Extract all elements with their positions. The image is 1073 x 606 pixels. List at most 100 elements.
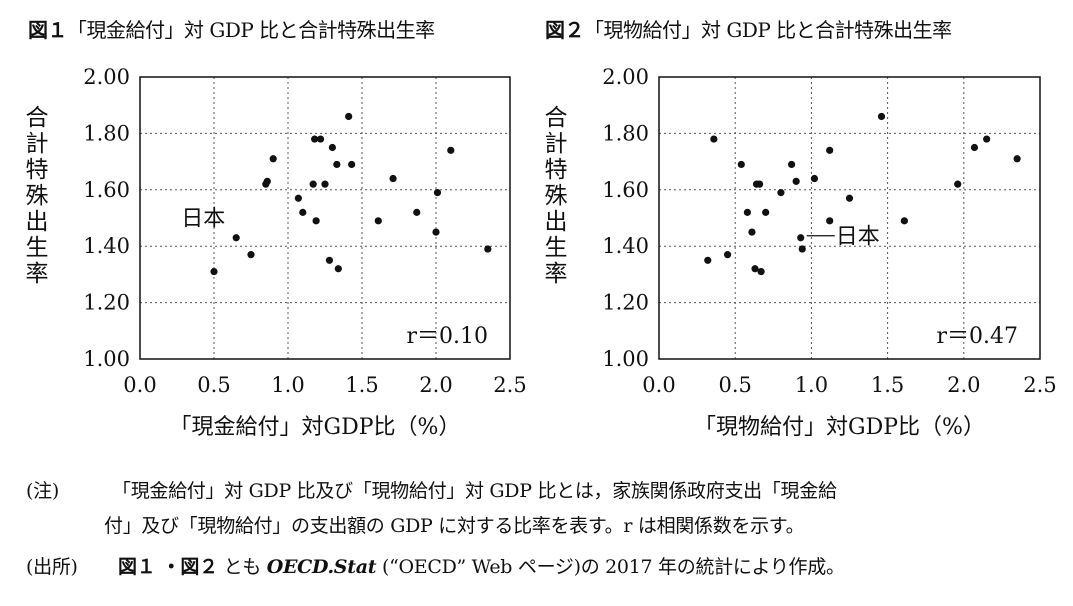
note-text-1: 「現金給付」対 GDP 比及び「現物給付」対 GDP 比とは，家族関係政府支出「… xyxy=(112,480,837,502)
y-tick-label: 1.40 xyxy=(602,234,649,258)
data-point xyxy=(447,146,455,154)
data-point xyxy=(826,217,834,225)
scatter-chart-1: 1.00 1.20 1.40 1.60 1.80 2.00 0.0 0.5 1.0 1.5 2.0 2… xyxy=(26,65,527,440)
note-text-2: 付」及び「現物給付」の支出額の GDP に対する比率を表す。r は相関係数を示す… xyxy=(104,515,805,537)
note-label: (注) xyxy=(26,480,59,502)
data-point xyxy=(316,135,325,143)
japan-label: 日本 xyxy=(836,225,880,250)
plot-frame xyxy=(658,76,1041,360)
x-tick-label: 2.5 xyxy=(493,373,526,397)
y-axis-label-char: 率 xyxy=(26,261,49,287)
data-point xyxy=(345,112,353,121)
data-point xyxy=(325,256,334,264)
scatter-chart-2: 1.00 1.20 1.40 1.60 1.80 2.00 0.0 0.5 1.0 1.5 2.0 2… xyxy=(545,65,1057,440)
y-axis-label: 合計特殊出生率 xyxy=(545,105,568,287)
x-tick-label: 2.0 xyxy=(947,373,980,397)
data-point xyxy=(312,217,320,225)
data-point xyxy=(433,189,442,197)
data-point xyxy=(798,245,806,253)
x-tick-label: 2.5 xyxy=(1023,373,1056,397)
y-axis-label-char: 計 xyxy=(26,131,49,157)
y-axis-label-char: 計 xyxy=(545,131,568,157)
x-tick-label: 1.5 xyxy=(345,373,378,397)
note-line-2: 付」及び「現物給付」の支出額の GDP に対する比率を表す。r は相関係数を示す… xyxy=(104,511,805,538)
note-line-1: (注) 「現金給付」対 GDP 比及び「現物給付」対 GDP 比とは，家族関係政府… xyxy=(26,476,837,503)
data-point xyxy=(777,189,785,197)
y-axis-label-char: 出 xyxy=(26,209,49,235)
x-tick-label: 0.0 xyxy=(642,373,675,397)
x-tick-label: 1.0 xyxy=(271,373,304,397)
data-point xyxy=(743,208,751,216)
y-axis-label-char: 出 xyxy=(545,209,568,235)
x-tick-label: 1.5 xyxy=(871,373,904,397)
data-point-japan xyxy=(797,234,805,242)
data-point xyxy=(751,265,759,273)
y-axis-label-char: 殊 xyxy=(545,183,568,209)
data-point xyxy=(900,217,908,225)
y-tick-label: 1.60 xyxy=(602,178,649,202)
source-figures: 図１ ・図２ xyxy=(118,556,218,578)
y-axis-label-char: 特 xyxy=(26,157,49,183)
japan-label: 日本 xyxy=(181,207,225,232)
data-point xyxy=(723,251,732,259)
figure1-title-text: 「現金給付」対 GDP 比と合計特殊出生率 xyxy=(67,18,435,42)
data-point xyxy=(210,267,218,276)
data-point xyxy=(954,180,962,188)
data-point xyxy=(484,245,492,253)
y-tick-label: 1.60 xyxy=(83,178,130,202)
y-tick-label: 1.80 xyxy=(83,121,130,145)
y-tick-label: 1.40 xyxy=(83,234,130,258)
y-axis-label-char: 率 xyxy=(545,261,568,287)
data-point xyxy=(757,267,765,276)
y-axis-label-char: 合 xyxy=(26,105,49,131)
x-tick-label: 1.0 xyxy=(795,373,828,397)
data-point xyxy=(321,180,329,188)
data-point xyxy=(845,194,854,202)
data-point xyxy=(792,177,800,185)
y-tick-label: 2.00 xyxy=(602,65,649,89)
data-point-japan xyxy=(232,234,240,242)
data-point xyxy=(1013,155,1021,163)
source-rest: (“OECD” Web ページ)の 2017 年の統計により作成。 xyxy=(381,556,845,578)
data-point xyxy=(269,155,277,163)
y-axis-label-char: 生 xyxy=(545,235,568,261)
plot-frame xyxy=(139,76,511,360)
data-point xyxy=(299,208,307,216)
data-point xyxy=(787,160,796,169)
data-point xyxy=(333,160,341,169)
data-point xyxy=(755,180,764,188)
source-italic: OECD.Stat xyxy=(266,556,377,578)
figure2-title: 図２「現物給付」対 GDP 比と合計特殊出生率 xyxy=(545,14,952,43)
x-tick-label: 2.0 xyxy=(419,373,452,397)
data-point xyxy=(877,112,886,121)
data-point xyxy=(983,135,991,143)
data-point xyxy=(810,174,819,183)
y-axis-label: 合計特殊出生率 xyxy=(26,105,49,287)
x-tick-label: 0.5 xyxy=(718,373,751,397)
data-point xyxy=(737,160,745,169)
correlation-label: r＝0.10 xyxy=(406,324,488,349)
data-point xyxy=(704,256,712,264)
y-axis-label-char: 殊 xyxy=(26,183,49,209)
y-axis-label-char: 特 xyxy=(545,157,568,183)
y-axis-label-char: 生 xyxy=(26,235,49,261)
data-point xyxy=(413,208,421,216)
data-point xyxy=(710,135,718,143)
data-point xyxy=(970,143,979,152)
y-tick-label: 1.00 xyxy=(83,347,130,371)
x-axis-label: 「現金給付」対GDP比（%） xyxy=(170,415,461,440)
data-point xyxy=(748,228,756,236)
data-point xyxy=(348,160,356,169)
figure2-title-text: 「現物給付」対 GDP 比と合計特殊出生率 xyxy=(584,18,952,42)
correlation-label: r＝0.47 xyxy=(936,324,1018,349)
x-tick-label: 0.5 xyxy=(197,373,230,397)
source-line: (出所) 図１ ・図２ とも OECD.Stat (“OECD” Web ページ)… xyxy=(26,552,845,579)
source-mid: とも xyxy=(223,556,262,578)
data-point xyxy=(826,146,834,154)
figure1-label: 図１ xyxy=(28,18,68,42)
y-tick-label: 1.20 xyxy=(602,291,649,315)
data-point xyxy=(374,217,382,225)
figure2-label: 図２ xyxy=(545,18,585,42)
data-point xyxy=(247,251,255,259)
data-point xyxy=(762,208,770,216)
